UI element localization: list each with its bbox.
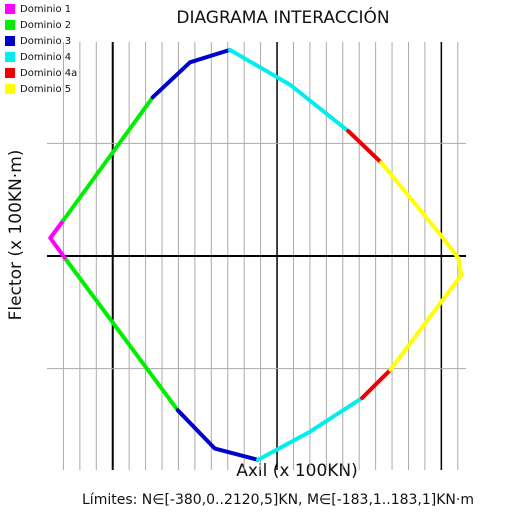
domain-curve xyxy=(150,47,260,462)
legend-swatch xyxy=(5,68,15,78)
chart-title: DIAGRAMA INTERACCIÓN xyxy=(176,6,389,28)
legend-label: Dominio 1 xyxy=(20,4,71,15)
legend-swatch xyxy=(5,52,15,62)
domain-curve xyxy=(61,95,180,413)
legend-swatch xyxy=(5,36,15,46)
x-axis-label: Axil (x 100KN) xyxy=(236,461,358,481)
y-axis-label: Flector (x 100KN·m) xyxy=(6,150,26,321)
legend-label: Dominio 2 xyxy=(20,20,71,31)
footer-note: Límites: N∈[-380,0..2120,5]KN, M∈[-183,1… xyxy=(82,492,474,508)
domain-curve xyxy=(227,47,365,462)
domain-curve xyxy=(346,129,393,400)
legend-label: Dominio 3 xyxy=(20,36,71,47)
legend-label: Dominio 4 xyxy=(20,52,71,63)
domain-curve xyxy=(379,160,464,372)
legend-swatch xyxy=(5,4,15,14)
legend-swatch xyxy=(5,84,15,94)
legend-label: Dominio 5 xyxy=(20,84,71,95)
legend-label: Dominio 4a xyxy=(20,68,77,79)
domain-curve xyxy=(48,218,69,263)
legend-swatch xyxy=(5,20,15,30)
